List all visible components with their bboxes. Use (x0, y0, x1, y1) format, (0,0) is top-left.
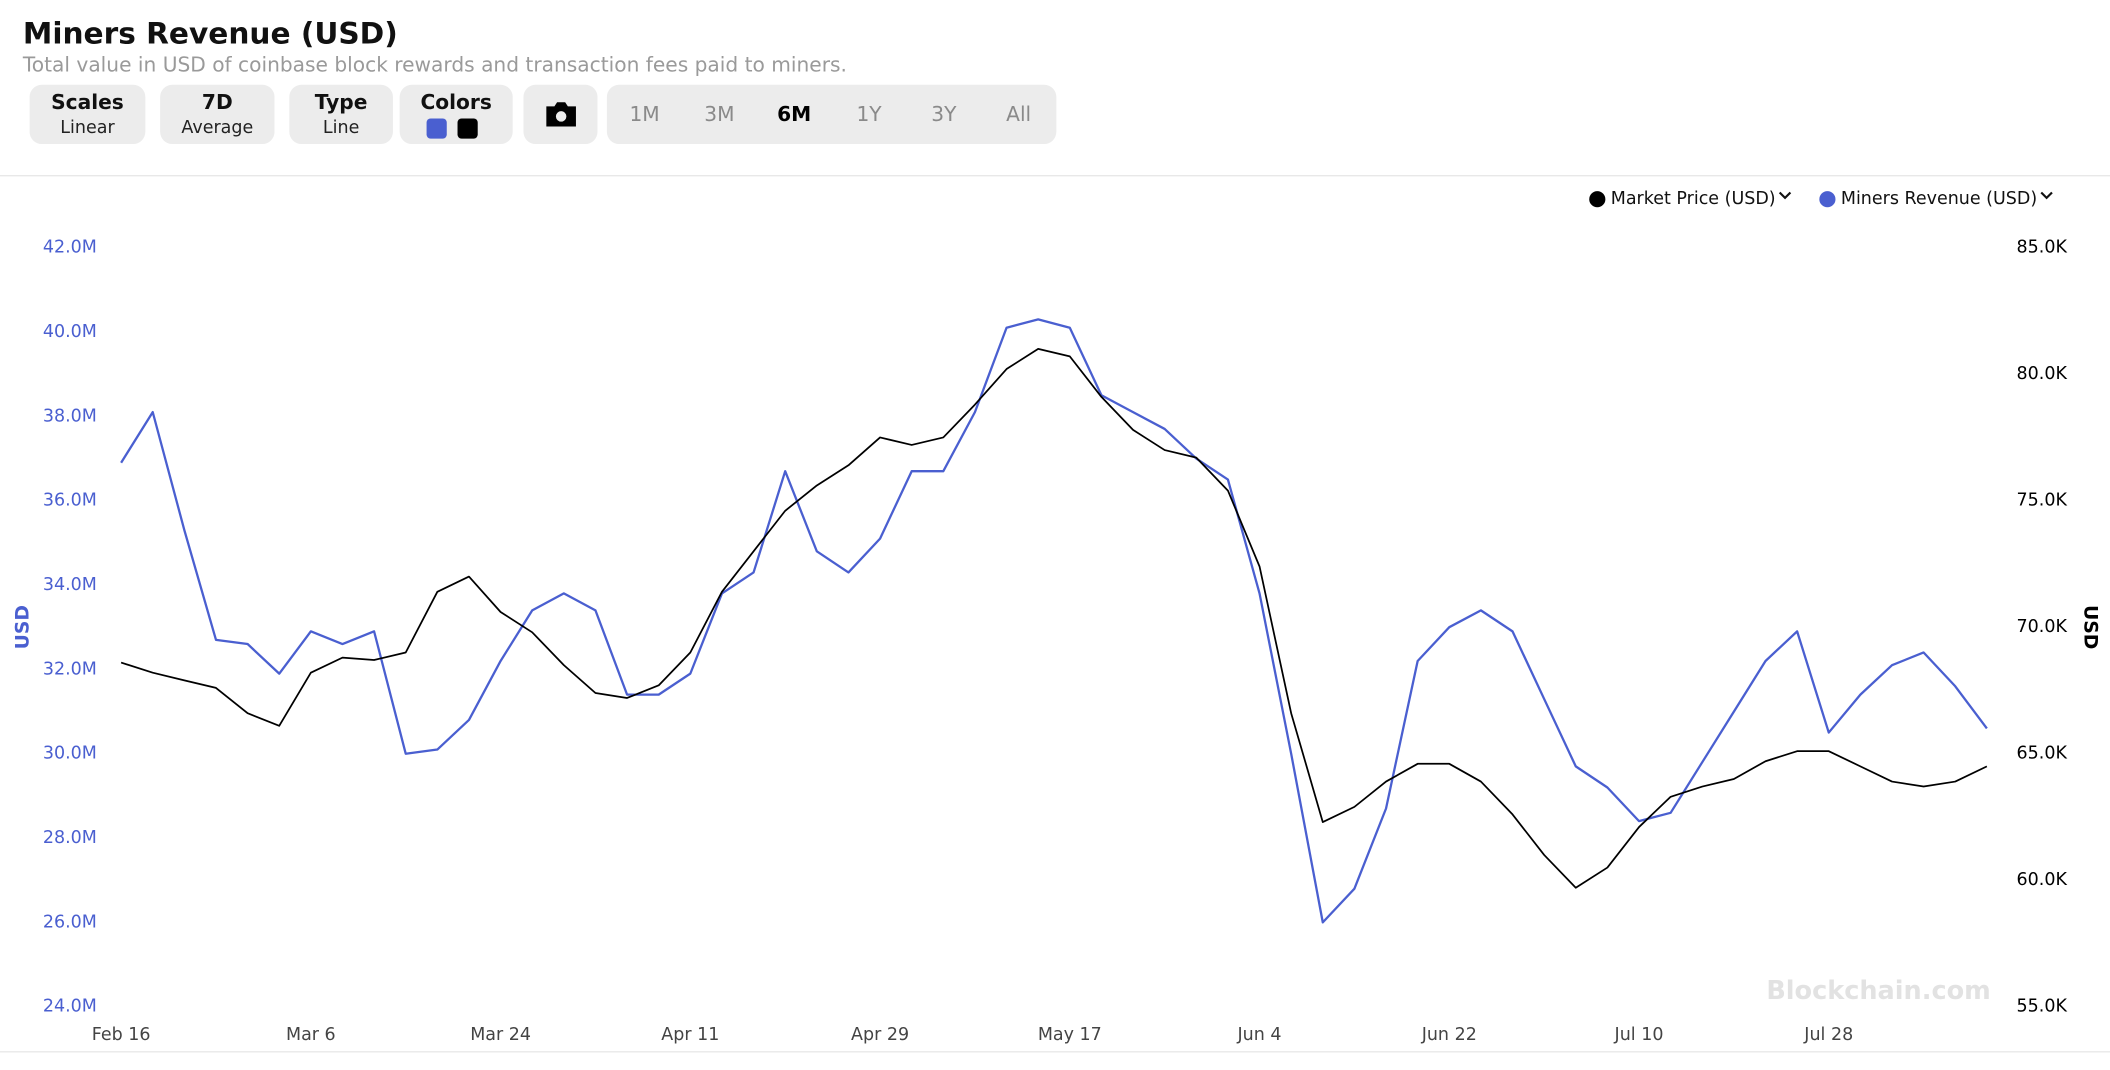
y-tick-label: 42.0M (43, 238, 97, 258)
control-title[interactable]: Scales (51, 90, 124, 114)
range-option[interactable]: 6M (777, 102, 811, 126)
y-tick-label: 40.0M (43, 322, 97, 342)
control-button[interactable]: 7D Average (160, 84, 275, 145)
y2-tick-label: 80.0K (2017, 364, 2068, 384)
x-tick-label: Apr 29 (851, 1025, 909, 1045)
color-swatch[interactable] (426, 118, 447, 139)
control-title[interactable]: Colors (420, 90, 491, 114)
y2-tick-label: 60.0K (2017, 870, 2068, 890)
ranges: 1M 3M 6M 1Y 3Y All (629, 102, 1031, 126)
legend-marker[interactable] (1589, 191, 1606, 208)
y2-tick-label: 85.0K (2017, 238, 2068, 258)
control-button-bg[interactable] (29, 84, 146, 145)
legend-item[interactable]: Miners Revenue (USD) (1819, 189, 2053, 209)
control-button[interactable]: Type Line (289, 84, 393, 145)
series-line (120, 347, 1988, 889)
control-button-bg[interactable] (160, 84, 275, 145)
x-tick-label: Mar 6 (286, 1025, 336, 1045)
legend-label[interactable]: Miners Revenue (USD) (1841, 189, 2037, 209)
y-tick-label: 30.0M (43, 744, 97, 764)
x-tick-label: Jun 4 (1237, 1025, 1282, 1045)
x-tick-label: Jul 10 (1614, 1025, 1664, 1045)
range-option[interactable]: 3Y (931, 102, 957, 126)
page-title: Miners Revenue (USD) (23, 16, 398, 50)
controls: Scales Linear 7D Average Type Line Colors (29, 84, 513, 145)
x-tick-label: Mar 24 (470, 1025, 531, 1045)
y-tick-label: 28.0M (43, 828, 97, 848)
page-subtitle: Total value in USD of coinbase block rew… (22, 52, 847, 76)
y-tick-label: 32.0M (43, 659, 97, 679)
x-tick-label: May 17 (1038, 1025, 1102, 1045)
control-button[interactable]: Colors (399, 84, 513, 145)
y-tick-label: 26.0M (43, 912, 97, 932)
y2-tick-label: 75.0K (2017, 491, 2068, 511)
y-axis-title: USD (12, 605, 33, 649)
legend-chevron[interactable] (2040, 191, 2053, 200)
plot: 42.0M 40.0M 38.0M 36.0M 34.0M 32.0M 30.0M 28.0M… (43, 189, 2068, 1045)
control-title[interactable]: Type (315, 90, 368, 114)
watermark: Blockchain.com (1766, 976, 1990, 1006)
control-title[interactable]: 7D (202, 90, 233, 114)
range-option[interactable]: 3M (704, 102, 734, 126)
y-tick-label: 36.0M (43, 491, 97, 511)
y2-tick-label: 70.0K (2017, 617, 2068, 637)
range-option[interactable]: All (1006, 102, 1031, 126)
legend-item[interactable]: Market Price (USD) (1589, 189, 1792, 209)
y-tick-label: 24.0M (43, 997, 97, 1017)
control-button-bg[interactable] (289, 84, 393, 145)
camera-button[interactable] (523, 84, 598, 145)
legend-label[interactable]: Market Price (USD) (1611, 189, 1776, 209)
control-button[interactable]: Scales Linear (29, 84, 146, 145)
color-swatch[interactable] (457, 118, 478, 139)
y2-tick-label: 55.0K (2017, 997, 2068, 1017)
series-line (120, 318, 1988, 924)
legend-chevron[interactable] (1778, 191, 1792, 200)
y2-axis-title: USD (2079, 605, 2100, 649)
control-value[interactable]: Average (181, 118, 253, 138)
x-tick-label: Jun 22 (1421, 1025, 1477, 1045)
control-value[interactable]: Line (323, 118, 359, 138)
legend-marker[interactable] (1819, 191, 1836, 208)
y-tick-label: 34.0M (43, 575, 97, 595)
camera-lens[interactable] (554, 109, 569, 124)
range-bar (606, 84, 1057, 145)
x-tick-label: Jul 28 (1803, 1025, 1853, 1045)
control-value[interactable]: Linear (60, 118, 115, 138)
range-option[interactable]: 1M (629, 102, 659, 126)
x-tick-label: Feb 16 (92, 1025, 151, 1045)
x-tick-label: Apr 11 (661, 1025, 719, 1045)
y2-tick-label: 65.0K (2017, 744, 2068, 764)
range-option[interactable]: 1Y (856, 102, 882, 126)
y-tick-label: 38.0M (43, 406, 97, 426)
